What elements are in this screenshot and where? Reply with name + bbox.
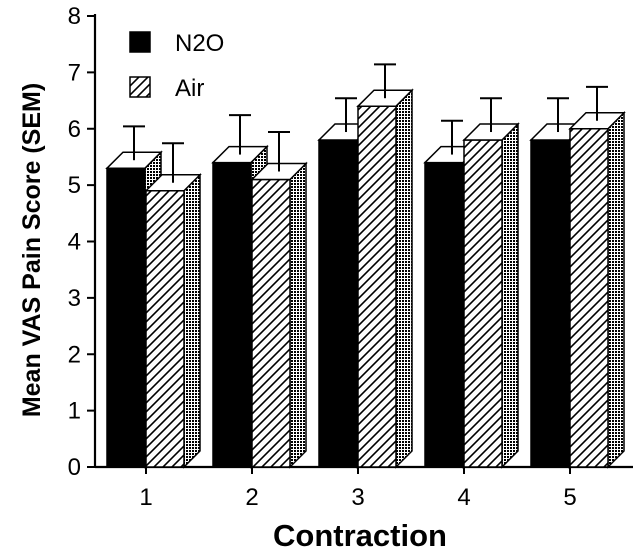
x-axis-title: Contraction xyxy=(273,518,447,552)
legend-label-n2o: N2O xyxy=(175,30,224,57)
legend: N2O Air xyxy=(129,30,224,102)
x-tick-label: 2 xyxy=(245,484,258,511)
y-tick-label: 5 xyxy=(68,172,81,199)
bar-n2o xyxy=(212,161,252,468)
legend-swatch-n2o xyxy=(129,31,151,53)
bar-side xyxy=(289,161,307,469)
legend-label-air: Air xyxy=(175,75,204,102)
bar-air xyxy=(569,128,609,468)
x-tick-label: 4 xyxy=(457,484,470,511)
y-tick-label: 1 xyxy=(68,398,81,425)
y-tick-label: 4 xyxy=(68,229,81,256)
y-tick-label: 3 xyxy=(68,285,81,312)
bar-n2o xyxy=(318,139,358,468)
bar-side xyxy=(501,122,519,469)
plot-area: 0 1 2 3 4 5 6 7 8 1 2 3 4 5 N2O Air xyxy=(68,3,633,511)
bar-side xyxy=(395,88,413,469)
bar-side xyxy=(183,172,201,469)
y-tick-label: 2 xyxy=(68,341,81,368)
bar-n2o xyxy=(106,167,146,468)
y-tick-label: 8 xyxy=(68,3,81,30)
bar-air xyxy=(145,190,185,468)
x-tick-label: 5 xyxy=(563,484,576,511)
x-tick-label: 3 xyxy=(351,484,364,511)
legend-swatch-air xyxy=(129,76,151,98)
y-tick-label: 0 xyxy=(68,454,81,481)
bar-air xyxy=(251,178,291,468)
y-tick-label: 7 xyxy=(68,59,81,86)
bar-air xyxy=(463,139,503,468)
bar-n2o xyxy=(530,139,570,468)
x-tick-label: 1 xyxy=(139,484,152,511)
bar-side xyxy=(607,110,625,469)
y-tick-label: 6 xyxy=(68,116,81,143)
y-axis-title: Mean VAS Pain Score (SEM) xyxy=(18,83,46,417)
bar-air xyxy=(357,105,397,468)
bar-n2o xyxy=(424,161,464,468)
